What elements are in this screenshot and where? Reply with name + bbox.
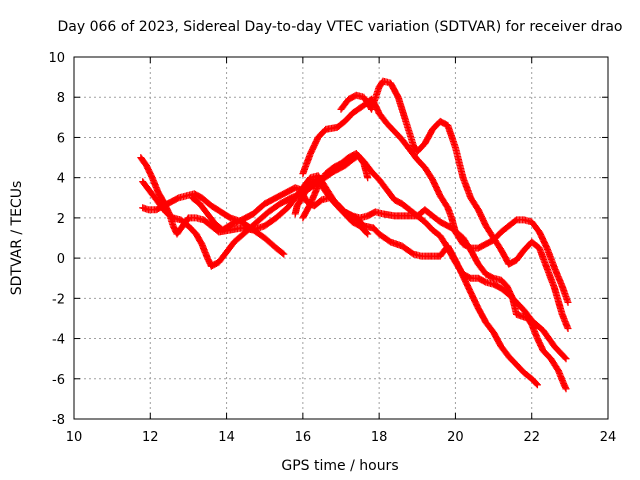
- data-points: [137, 77, 572, 393]
- y-tick-label: 6: [57, 131, 65, 146]
- y-axis-label: SDTVAR / TECUs: [9, 181, 25, 296]
- data-point: [562, 385, 570, 393]
- x-tick-label: 20: [447, 430, 464, 445]
- data-point: [364, 230, 372, 238]
- x-tick-label: 24: [600, 430, 617, 445]
- plot-frame: [73, 56, 609, 420]
- data-point: [364, 174, 372, 182]
- x-tick-label: 12: [142, 430, 159, 445]
- chart-title: Day 066 of 2023, Sidereal Day-to-day VTE…: [57, 19, 622, 35]
- x-axis-label: GPS time / hours: [281, 458, 398, 474]
- data-point: [363, 229, 371, 237]
- y-tick-label: 8: [57, 91, 65, 106]
- y-tick-label: 2: [57, 212, 65, 227]
- y-tick-label: -4: [52, 333, 65, 348]
- y-tick-label: -8: [52, 413, 65, 428]
- data-point: [280, 250, 288, 258]
- x-tick-label: 10: [66, 430, 83, 445]
- series-track-8: [337, 77, 572, 332]
- data-point: [561, 354, 569, 362]
- series-track-7: [299, 95, 572, 306]
- data-point: [533, 381, 541, 389]
- x-tick-label: 16: [295, 430, 312, 445]
- data-point: [564, 298, 572, 306]
- data-point: [533, 380, 540, 388]
- data-point: [279, 249, 287, 257]
- y-tick-label: 0: [57, 252, 65, 267]
- y-tick-label: -6: [52, 373, 65, 388]
- series-track-4: [188, 184, 570, 393]
- data-point: [564, 325, 572, 332]
- data-point: [562, 355, 570, 363]
- series-track-6: [299, 150, 570, 363]
- x-tick-label: 18: [371, 430, 388, 445]
- y-tick-label: 4: [57, 172, 65, 187]
- x-tick-label: 14: [218, 430, 235, 445]
- x-tick-label: 22: [523, 430, 540, 445]
- y-tick-label: 10: [48, 51, 65, 66]
- y-tick-label: -2: [52, 292, 65, 307]
